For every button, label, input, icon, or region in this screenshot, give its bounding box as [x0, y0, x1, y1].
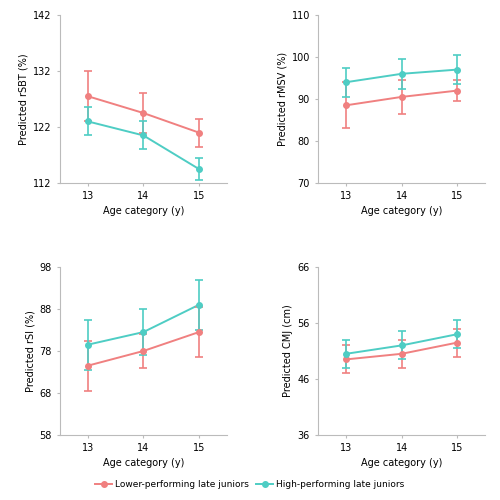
Y-axis label: Predicted rMSV (%): Predicted rMSV (%) [278, 52, 287, 146]
Y-axis label: Predicted rSBT (%): Predicted rSBT (%) [19, 53, 29, 145]
X-axis label: Age category (y): Age category (y) [361, 458, 442, 468]
Legend: Lower-performing late juniors, High-performing late juniors: Lower-performing late juniors, High-perf… [92, 477, 408, 493]
X-axis label: Age category (y): Age category (y) [102, 206, 184, 216]
X-axis label: Age category (y): Age category (y) [361, 206, 442, 216]
X-axis label: Age category (y): Age category (y) [102, 458, 184, 468]
Y-axis label: Predicted CMJ (cm): Predicted CMJ (cm) [284, 304, 294, 398]
Y-axis label: Predicted rSI (%): Predicted rSI (%) [25, 310, 35, 392]
